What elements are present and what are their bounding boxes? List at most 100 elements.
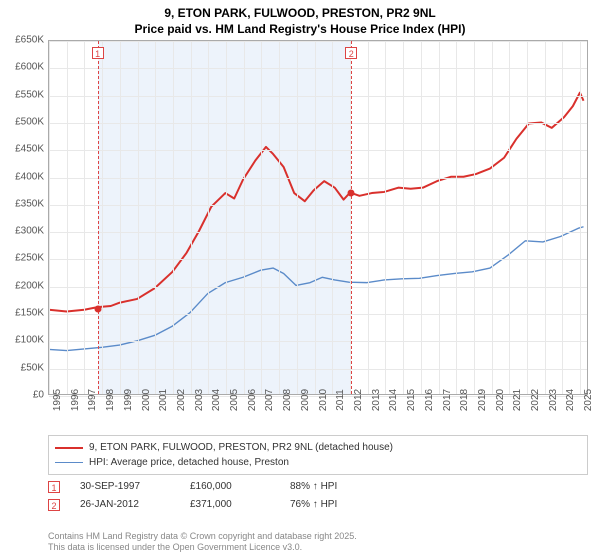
y-tick-label: £500K [0,116,44,127]
y-tick-label: £350K [0,198,44,209]
x-tick-label: 2025 [583,389,594,411]
gridline-v [527,41,528,394]
sale-marker-icon: 2 [48,499,60,511]
chart-title-line1: 9, ETON PARK, FULWOOD, PRESTON, PR2 9NL [0,0,600,22]
gridline-h [49,369,587,370]
x-tick-label: 2016 [424,389,435,411]
sale-dot [348,190,355,197]
x-tick-label: 2001 [158,389,169,411]
chart-container: 9, ETON PARK, FULWOOD, PRESTON, PR2 9NL … [0,0,600,560]
sale-pct: 88% ↑ HPI [290,478,390,496]
gridline-h [49,232,587,233]
legend-item-1: 9, ETON PARK, FULWOOD, PRESTON, PR2 9NL … [55,440,581,455]
series-line-price_paid [49,93,584,312]
x-tick-label: 2007 [264,389,275,411]
x-tick-label: 1999 [123,389,134,411]
x-tick-label: 2011 [335,389,346,411]
gridline-v [297,41,298,394]
x-tick-label: 2005 [229,389,240,411]
gridline-v [244,41,245,394]
x-tick-label: 2019 [477,389,488,411]
sale-marker-box: 1 [92,47,104,59]
gridline-v [456,41,457,394]
x-tick-label: 2002 [176,389,187,411]
x-tick-label: 2024 [565,389,576,411]
footer-line2: This data is licensed under the Open Gov… [48,542,357,554]
gridline-h [49,314,587,315]
x-tick-label: 1996 [70,389,81,411]
gridline-v [368,41,369,394]
y-tick-label: £100K [0,335,44,346]
x-tick-label: 2006 [247,389,258,411]
gridline-v [84,41,85,394]
gridline-h [49,287,587,288]
x-tick-label: 2000 [141,389,152,411]
x-tick-label: 2020 [495,389,506,411]
x-tick-label: 2014 [388,389,399,411]
gridline-v [120,41,121,394]
gridline-v [155,41,156,394]
x-tick-label: 2012 [353,389,364,411]
x-tick-label: 2009 [300,389,311,411]
x-tick-label: 2013 [371,389,382,411]
legend-box: 9, ETON PARK, FULWOOD, PRESTON, PR2 9NL … [48,435,588,475]
sale-marker-icon: 1 [48,481,60,493]
gridline-h [49,178,587,179]
sale-guideline [351,41,352,394]
sale-guideline [98,41,99,394]
gridline-h [49,150,587,151]
sale-row: 2 26-JAN-2012 £371,000 76% ↑ HPI [48,496,588,514]
series-line-hpi [49,227,584,351]
gridline-v [385,41,386,394]
gridline-h [49,259,587,260]
sale-date: 30-SEP-1997 [80,478,170,496]
y-tick-label: £450K [0,144,44,155]
attribution-footer: Contains HM Land Registry data © Crown c… [48,531,357,554]
x-tick-label: 2023 [548,389,559,411]
sale-price: £371,000 [190,496,270,514]
gridline-v [421,41,422,394]
x-tick-label: 2015 [406,389,417,411]
sales-list: 1 30-SEP-1997 £160,000 88% ↑ HPI 2 26-JA… [48,478,588,514]
gridline-v [580,41,581,394]
sale-dot [94,305,101,312]
x-tick-label: 2022 [530,389,541,411]
gridline-v [315,41,316,394]
sale-row: 1 30-SEP-1997 £160,000 88% ↑ HPI [48,478,588,496]
gridline-h [49,205,587,206]
y-tick-label: £200K [0,280,44,291]
y-tick-label: £150K [0,308,44,319]
x-tick-label: 2018 [459,389,470,411]
x-tick-label: 1997 [87,389,98,411]
y-tick-label: £400K [0,171,44,182]
x-tick-label: 2004 [211,389,222,411]
x-tick-label: 2003 [194,389,205,411]
y-tick-label: £650K [0,35,44,46]
gridline-v [545,41,546,394]
x-tick-label: 1995 [52,389,63,411]
x-tick-label: 2021 [512,389,523,411]
gridline-v [173,41,174,394]
y-tick-label: £0 [0,390,44,401]
gridline-v [332,41,333,394]
chart-area: 12 £0 £50K £100K £150K £200K £250K £300K £350K £… [0,40,600,430]
gridline-v [208,41,209,394]
gridline-v [67,41,68,394]
y-tick-label: £300K [0,226,44,237]
gridline-v [279,41,280,394]
gridline-h [49,96,587,97]
sale-price: £160,000 [190,478,270,496]
gridline-v [403,41,404,394]
gridline-v [138,41,139,394]
gridline-v [49,41,50,394]
x-tick-label: 2017 [442,389,453,411]
gridline-v [191,41,192,394]
gridline-v [439,41,440,394]
gridline-h [49,123,587,124]
y-tick-label: £50K [0,362,44,373]
y-tick-label: £550K [0,89,44,100]
y-tick-label: £600K [0,62,44,73]
plot-region: 12 [48,40,588,395]
y-tick-label: £250K [0,253,44,264]
gridline-h [49,341,587,342]
